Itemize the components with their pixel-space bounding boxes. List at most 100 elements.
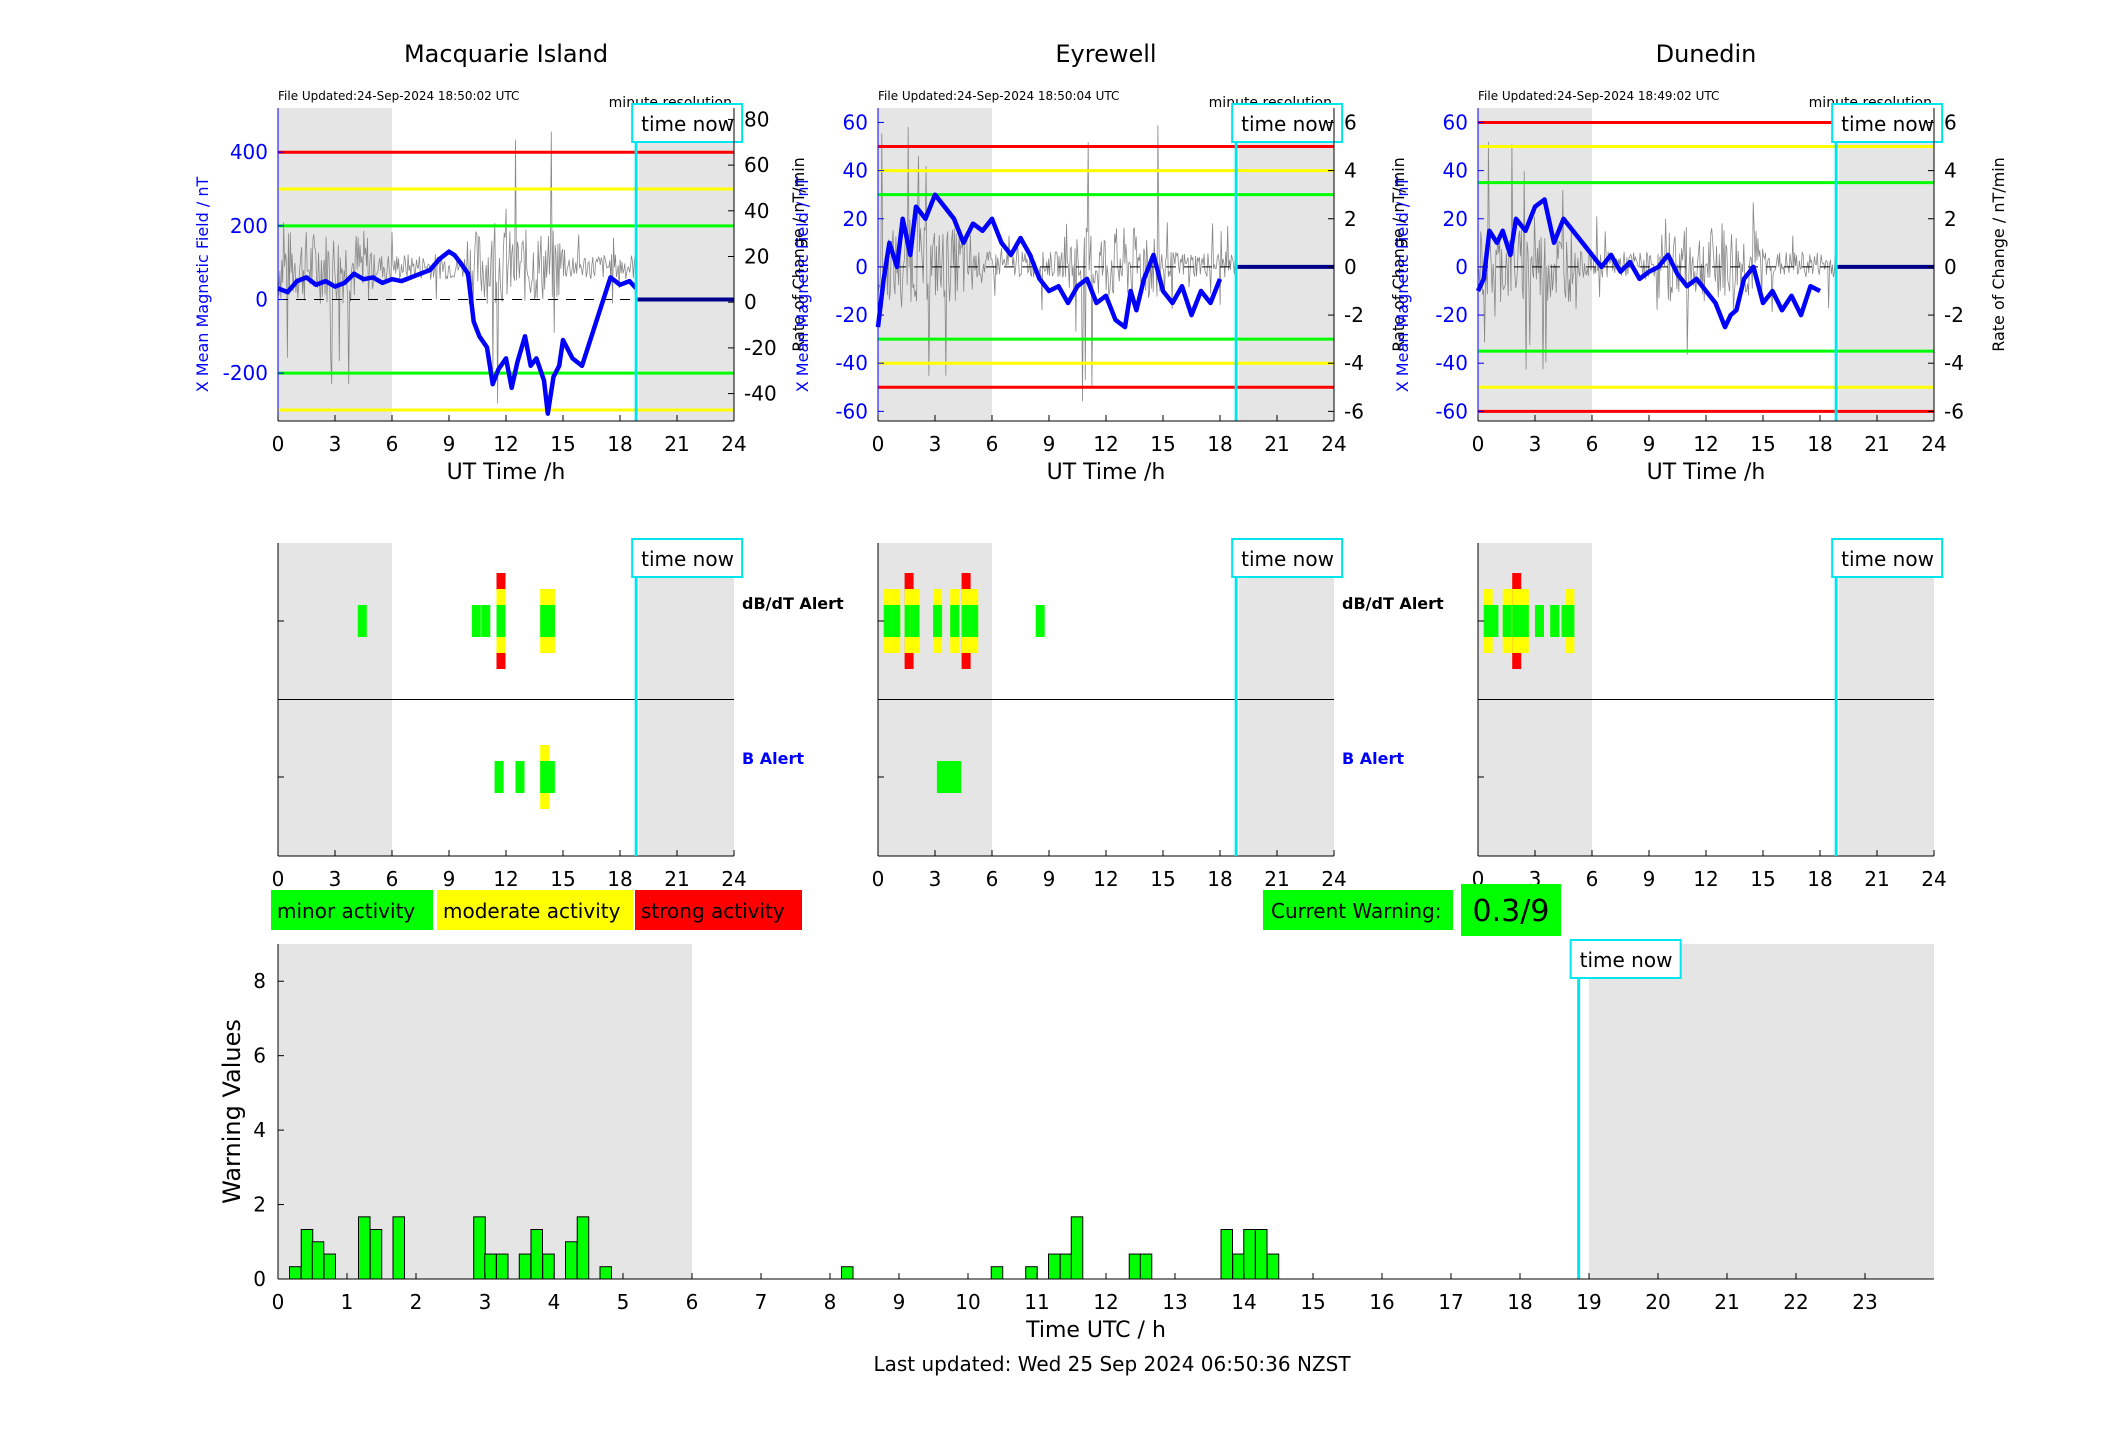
- alert-bar-minor: [933, 605, 943, 637]
- x-tick-label: 1: [341, 1290, 354, 1314]
- alert-bar-minor: [1489, 605, 1499, 637]
- right-axis-label: Rate of Change / nT/min: [1389, 157, 1408, 352]
- x-tick-label: 6: [686, 1290, 699, 1314]
- y-tick-label: 2: [253, 1193, 266, 1217]
- activity-legend: minor activity moderate activity strong ac…: [271, 890, 802, 930]
- right-axis-label: Rate of Change / nT/min: [789, 157, 808, 352]
- x-tick-label: 3: [329, 867, 342, 891]
- x-tick-label: 19: [1576, 1290, 1601, 1314]
- x-tick-label: 15: [1300, 1290, 1325, 1314]
- shaded-region: [639, 108, 734, 421]
- time-now-box: [631, 538, 744, 578]
- x-axis-label: UT Time /h: [1047, 460, 1166, 485]
- left-tick-label: 0: [855, 255, 868, 279]
- warning-bar: [392, 1216, 406, 1280]
- x-tick-label: 3: [479, 1290, 492, 1314]
- station-title: Eyrewell: [1055, 40, 1156, 68]
- x-tick-label: 15: [550, 867, 575, 891]
- alert-bar-minor: [891, 605, 901, 637]
- x-tick-label: 3: [929, 867, 942, 891]
- x-tick-label: 18: [607, 867, 632, 891]
- b-alert-label: B Alert: [742, 749, 804, 768]
- warning-bar: [840, 1266, 854, 1280]
- rate-of-change-series: [877, 125, 1237, 402]
- x-tick-label: 14: [1231, 1290, 1256, 1314]
- x-tick-label: 0: [872, 432, 885, 456]
- legend-swatch-strong: [635, 890, 802, 930]
- warning-bar: [1070, 1216, 1084, 1280]
- alert-bar-minor: [944, 761, 954, 793]
- warning-bar: [1243, 1228, 1256, 1280]
- alert-bar-minor: [1512, 605, 1522, 637]
- alert-bar-minor: [1550, 605, 1560, 637]
- left-tick-label: 0: [255, 287, 268, 311]
- x-tick-label: 21: [1714, 1290, 1739, 1314]
- left-tick-label: -40: [1435, 351, 1468, 375]
- x-tick-label: 11: [1024, 1290, 1049, 1314]
- x-tick-label: 6: [1586, 867, 1599, 891]
- warning-bar: [300, 1228, 314, 1280]
- right-tick-label: -2: [1344, 303, 1364, 327]
- alert-bar-minor: [357, 605, 367, 637]
- station-alert-panels: time now dB/dT Alert B Alert 0 3 6 9 12 15 18 21 24…: [272, 538, 1947, 891]
- y-axis-label: Warning Values: [218, 1019, 246, 1204]
- right-tick-label: 2: [1344, 207, 1357, 231]
- x-tick-label: 9: [1643, 867, 1656, 891]
- x-tick-label: 7: [755, 1290, 768, 1314]
- alert-bar-minor: [471, 605, 481, 637]
- x-tick-label: 24: [1321, 867, 1346, 891]
- x-tick-label: 0: [872, 867, 885, 891]
- alert-bar-minor: [540, 605, 550, 637]
- shaded-region: [1239, 108, 1334, 421]
- warning-bar: [530, 1228, 544, 1280]
- alert-bar-minor: [1035, 605, 1045, 637]
- x-tick-label: 6: [1586, 432, 1599, 456]
- alert-bar-minor: [515, 761, 525, 793]
- x-tick-label: 9: [893, 1290, 906, 1314]
- left-tick-label: 20: [1443, 207, 1468, 231]
- right-tick-label: 2: [1944, 207, 1957, 231]
- x-tick-label: 0: [1472, 432, 1485, 456]
- x-tick-label: 18: [1807, 432, 1832, 456]
- x-tick-label: 18: [607, 432, 632, 456]
- x-tick-label: 12: [1093, 867, 1118, 891]
- time-now-label: time now: [1241, 547, 1334, 571]
- legend-label-strong: strong activity: [641, 899, 785, 923]
- warning-bar: [1047, 1253, 1061, 1280]
- right-tick-label: 0: [1944, 255, 1957, 279]
- right-tick-label: 0: [1344, 255, 1357, 279]
- x-tick-label: 9: [1043, 432, 1056, 456]
- time-now-label: time now: [641, 547, 734, 571]
- right-tick-label: 4: [1944, 159, 1957, 183]
- right-tick-label: -2: [1944, 303, 1964, 327]
- x-tick-label: 10: [955, 1290, 980, 1314]
- right-axis-label: Rate of Change / nT/min: [1989, 157, 2008, 352]
- warning-bar: [484, 1253, 497, 1280]
- alert-bar-minor: [494, 761, 504, 793]
- right-tick-label: 40: [744, 199, 769, 223]
- x-tick-label: 21: [664, 432, 689, 456]
- station-field-panels: Macquarie Island File Updated:24-Sep-2024…: [193, 40, 2008, 485]
- x-tick-label: 6: [386, 867, 399, 891]
- x-tick-label: 6: [986, 432, 999, 456]
- x-tick-label: 15: [1750, 867, 1775, 891]
- alert-bar-minor: [1502, 605, 1512, 637]
- current-warning-label: Current Warning:: [1271, 899, 1441, 923]
- right-tick-label: -6: [1344, 399, 1364, 423]
- x-tick-label: 15: [1750, 432, 1775, 456]
- left-axis-label: X Mean Magnetic Field / nT: [1393, 177, 1412, 393]
- legend-swatch-moderate: [437, 890, 633, 930]
- right-tick-label: -40: [744, 382, 777, 406]
- x-tick-label: 24: [721, 867, 746, 891]
- y-tick-label: 4: [253, 1118, 266, 1142]
- right-tick-label: -6: [1944, 399, 1964, 423]
- warning-bar: [1139, 1253, 1153, 1280]
- x-tick-label: 24: [721, 432, 746, 456]
- x-mean-field-series: [277, 249, 638, 416]
- warning-bar: [1266, 1253, 1280, 1280]
- left-tick-label: 40: [1443, 159, 1468, 183]
- alert-bar-minor: [883, 605, 893, 637]
- right-tick-label: 4: [1344, 159, 1357, 183]
- file-updated-label: File Updated:24-Sep-2024 18:50:02 UTC: [278, 89, 519, 103]
